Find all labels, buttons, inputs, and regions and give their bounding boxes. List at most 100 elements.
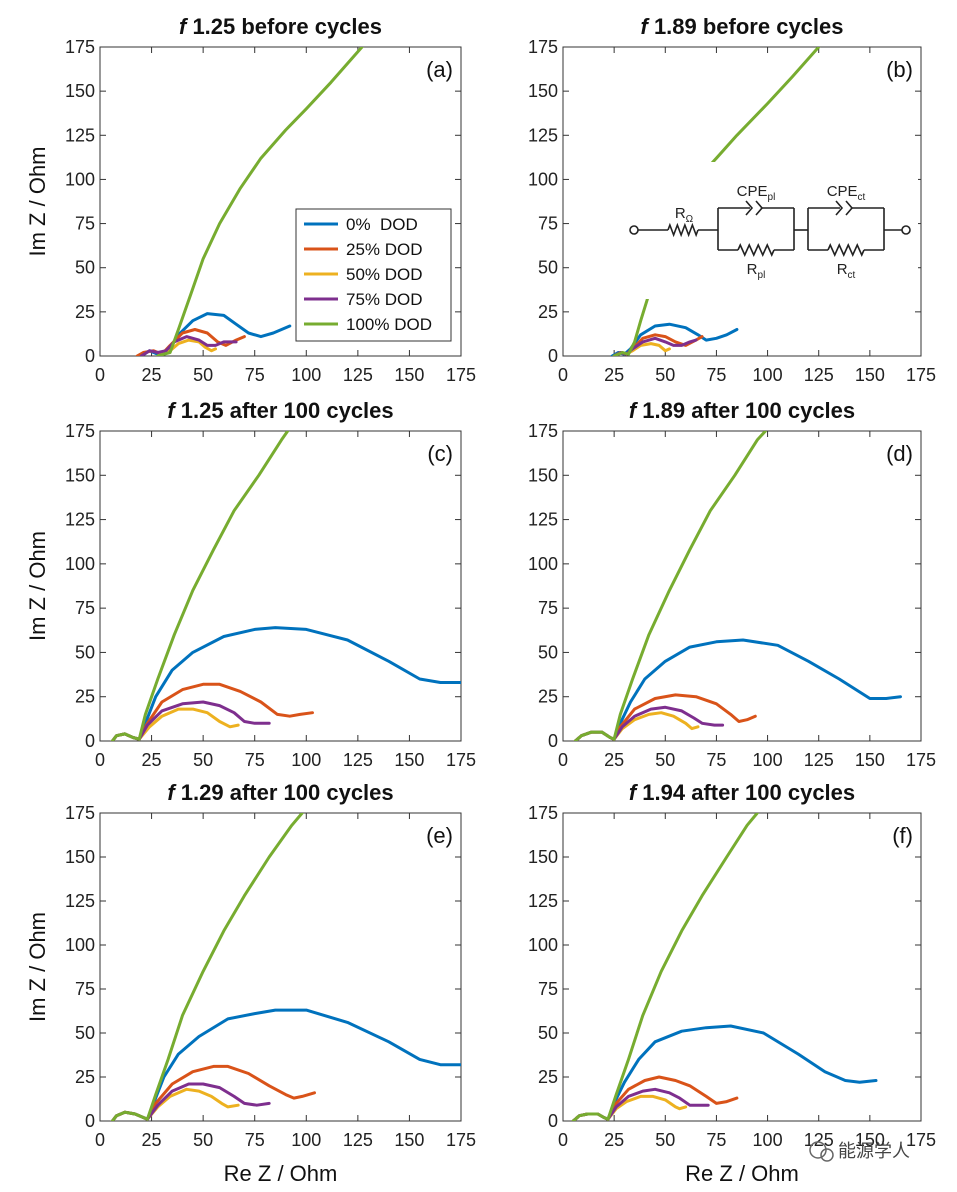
panel-label: (a)	[426, 57, 453, 82]
y-tick-label: 0	[548, 731, 558, 751]
y-tick-label: 75	[538, 979, 558, 999]
chart-title: f 1.89 after 100 cycles	[629, 398, 855, 423]
x-tick-label: 150	[394, 750, 424, 770]
chart-panel-c: 0 25 50 75 100 125 150 175 0 25 50 75 100 125 150 175 f …	[25, 398, 476, 770]
title-italic: f	[179, 14, 192, 39]
x-tick-label: 175	[446, 1130, 476, 1150]
legend-label: 50% DOD	[346, 265, 423, 284]
chart-panel-f: 0 25 50 75 100 125 150 175 0 25 50 75 100 125 150 175 f …	[528, 780, 936, 1186]
panel-label: (d)	[886, 441, 913, 466]
series-line-75-dod	[139, 335, 238, 356]
y-tick-label: 100	[528, 169, 558, 189]
x-tick-label: 100	[291, 1130, 321, 1150]
x-tick-label: 150	[855, 1130, 885, 1150]
ct-r-label: Rct	[837, 261, 856, 281]
x-tick-label: 50	[193, 365, 213, 385]
x-tick-label: 75	[706, 750, 726, 770]
chart-title: f 1.25 before cycles	[179, 14, 382, 39]
series-line-50-dod	[110, 1087, 240, 1121]
y-tick-label: 25	[75, 687, 95, 707]
resistor-icon	[827, 243, 865, 257]
x-tick-label: 175	[906, 1130, 936, 1150]
x-tick-label: 25	[142, 750, 162, 770]
axes-box	[99, 812, 462, 1122]
panel-label: (f)	[892, 823, 913, 848]
x-tick-label: 25	[604, 750, 624, 770]
y-tick-label: 125	[65, 891, 95, 911]
x-tick-label: 150	[394, 1130, 424, 1150]
series-line-75-dod	[571, 1087, 710, 1121]
x-tick-label: 0	[558, 1130, 568, 1150]
chart-title: f 1.94 after 100 cycles	[629, 780, 855, 805]
x-tick-label: 25	[142, 1130, 162, 1150]
x-tick-label: 50	[655, 365, 675, 385]
series-line-0-dod	[139, 312, 292, 356]
x-tick-label: 0	[95, 1130, 105, 1150]
x-tick-label: 100	[291, 365, 321, 385]
legend-label: 0% DOD	[346, 215, 418, 234]
series-line-75-dod	[573, 705, 725, 741]
series-line-100-dod	[110, 431, 290, 741]
y-axis-label: Im Z / Ohm	[25, 147, 50, 257]
title-italic: f	[167, 780, 180, 805]
x-tick-label: 75	[706, 1130, 726, 1150]
y-tick-label: 25	[538, 302, 558, 322]
title-rest: 1.29 after 100 cycles	[181, 780, 394, 805]
y-tick-label: 150	[528, 465, 558, 485]
y-tick-label: 125	[65, 510, 95, 530]
y-tick-label: 75	[75, 979, 95, 999]
y-tick-label: 75	[538, 214, 558, 234]
chart-panel-a: 0 25 50 75 100 125 150 175 0 25 50 75 100 125 150 175 f …	[25, 14, 476, 385]
watermark: 能源学人	[809, 1141, 910, 1162]
y-tick-label: 25	[75, 302, 95, 322]
y-tick-label: 100	[65, 935, 95, 955]
y-tick-label: 150	[528, 81, 558, 101]
title-rest: 1.25 after 100 cycles	[181, 398, 394, 423]
series-line-0-dod	[110, 626, 461, 741]
x-tick-label: 0	[95, 750, 105, 770]
x-tick-label: 0	[558, 365, 568, 385]
chart-title: f 1.89 before cycles	[640, 14, 843, 39]
x-tick-label: 75	[706, 365, 726, 385]
y-tick-label: 175	[528, 37, 558, 57]
series-line-25-dod	[110, 1064, 316, 1121]
y-tick-label: 100	[528, 935, 558, 955]
legend-label: 75% DOD	[346, 290, 423, 309]
x-tick-label: 0	[95, 365, 105, 385]
y-tick-label: 150	[65, 81, 95, 101]
axes-box	[562, 46, 922, 357]
x-tick-label: 150	[855, 365, 885, 385]
x-tick-label: 125	[804, 750, 834, 770]
x-tick-label: 75	[245, 750, 265, 770]
y-tick-label: 125	[528, 891, 558, 911]
series-line-100-dod	[110, 813, 304, 1121]
axes-box	[562, 430, 922, 742]
axes-box	[99, 430, 462, 742]
y-tick-label: 50	[538, 258, 558, 278]
y-tick-label: 50	[538, 1023, 558, 1043]
title-rest: 1.89 after 100 cycles	[642, 398, 855, 423]
y-tick-label: 0	[85, 346, 95, 366]
circuit-diagram: RΩ CPEpl Rpl CPEct Rct	[626, 162, 918, 299]
chart-title: f 1.29 after 100 cycles	[167, 780, 393, 805]
x-tick-label: 125	[343, 1130, 373, 1150]
pl-cpe-label: CPEpl	[737, 183, 776, 203]
r-omega-label: RΩ	[675, 205, 694, 225]
x-tick-label: 50	[193, 1130, 213, 1150]
legend-label: 100% DOD	[346, 315, 432, 334]
y-tick-label: 100	[528, 554, 558, 574]
series-line-50-dod	[571, 1094, 688, 1121]
y-tick-label: 75	[75, 214, 95, 234]
series-line-100-dod	[573, 431, 767, 741]
y-tick-label: 125	[528, 125, 558, 145]
x-tick-label: 75	[245, 1130, 265, 1150]
x-tick-label: 100	[291, 750, 321, 770]
x-tick-label: 25	[604, 365, 624, 385]
x-tick-label: 25	[142, 365, 162, 385]
y-tick-label: 150	[528, 847, 558, 867]
x-tick-label: 25	[604, 1130, 624, 1150]
series-line-100-dod	[571, 813, 759, 1121]
y-tick-label: 50	[538, 642, 558, 662]
y-tick-label: 50	[75, 258, 95, 278]
x-tick-label: 150	[394, 365, 424, 385]
